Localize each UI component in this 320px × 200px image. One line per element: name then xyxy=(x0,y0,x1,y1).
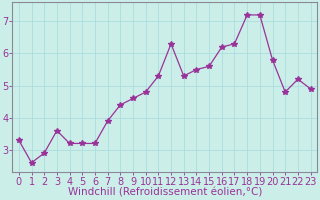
X-axis label: Windchill (Refroidissement éolien,°C): Windchill (Refroidissement éolien,°C) xyxy=(68,188,262,198)
